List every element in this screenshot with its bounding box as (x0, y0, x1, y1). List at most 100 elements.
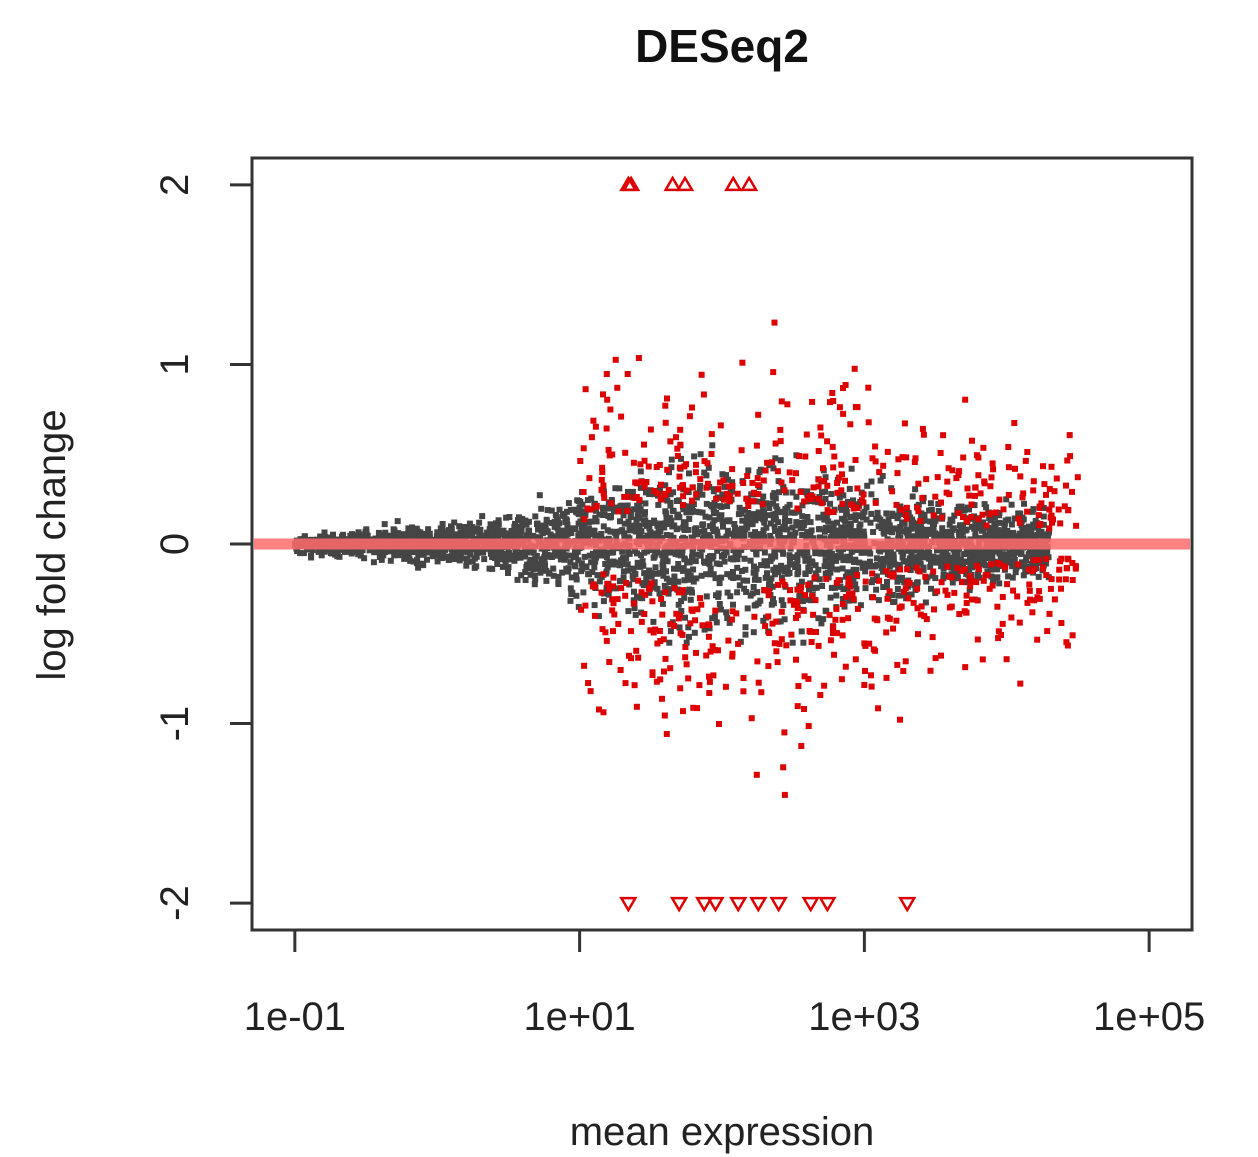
nonsig-point (904, 561, 911, 568)
sig-point (694, 606, 701, 613)
nonsig-point (620, 512, 627, 519)
nonsig-point (456, 549, 463, 556)
nonsig-point (617, 503, 624, 510)
sig-point (1031, 557, 1037, 564)
nonsig-point (735, 531, 742, 538)
nonsig-point (413, 525, 420, 532)
sig-point (771, 640, 778, 647)
nonsig-point (819, 583, 826, 589)
nonsig-point (879, 518, 886, 525)
nonsig-point (522, 517, 529, 524)
sig-point (783, 642, 790, 649)
nonsig-point (1027, 529, 1034, 536)
nonsig-point (1035, 549, 1042, 556)
sig-point (580, 445, 587, 452)
nonsig-point (624, 561, 631, 568)
nonsig-point (451, 556, 458, 562)
nonsig-point (867, 519, 874, 526)
nonsig-point (761, 519, 768, 526)
sig-point (999, 594, 1006, 600)
sig-point (980, 577, 987, 584)
nonsig-point (625, 549, 632, 556)
nonsig-point (616, 485, 623, 492)
nonsig-point (439, 521, 446, 527)
nonsig-point (972, 548, 979, 555)
sig-point (758, 689, 765, 696)
nonsig-point (505, 550, 512, 557)
nonsig-point (634, 559, 641, 566)
sig-point (633, 703, 640, 710)
sig-point (781, 791, 788, 798)
nonsig-point (387, 557, 394, 564)
nonsig-point (822, 488, 829, 495)
sig-point (838, 461, 845, 468)
nonsig-point (703, 571, 710, 578)
nonsig-point (920, 532, 926, 539)
sig-point (608, 500, 615, 507)
nonsig-point (954, 569, 961, 576)
nonsig-point (445, 557, 452, 563)
nonsig-point (769, 492, 776, 499)
nonsig-point (410, 558, 417, 565)
nonsig-point (401, 551, 408, 558)
nonsig-point (812, 570, 819, 577)
sig-point (1031, 597, 1038, 604)
nonsig-point (786, 561, 793, 568)
nonsig-point (315, 548, 322, 555)
nonsig-point (892, 561, 899, 568)
nonsig-point (662, 482, 669, 489)
sig-point (1039, 564, 1046, 571)
nonsig-point (667, 547, 674, 554)
nonsig-point (897, 528, 904, 535)
nonsig-point (963, 548, 970, 555)
sig-point (919, 495, 926, 502)
nonsig-point (466, 520, 473, 527)
nonsig-point (827, 569, 834, 576)
clipped-up-marker (621, 175, 641, 192)
nonsig-point (525, 518, 532, 525)
sig-point (673, 434, 679, 441)
nonsig-point (503, 514, 510, 521)
nonsig-point (626, 527, 633, 534)
sig-point (880, 462, 887, 469)
sig-point (897, 716, 903, 723)
nonsig-point (644, 548, 651, 555)
sig-point (930, 568, 937, 575)
nonsig-point (940, 555, 947, 562)
nonsig-point (557, 556, 564, 563)
sig-point (787, 597, 794, 604)
nonsig-point (757, 597, 764, 604)
nonsig-point (703, 500, 710, 507)
sig-point (960, 454, 967, 461)
nonsig-point (575, 520, 582, 527)
sig-point (590, 417, 597, 424)
nonsig-point (686, 559, 693, 566)
sig-point (876, 577, 882, 584)
nonsig-point (955, 503, 962, 510)
sig-point (793, 615, 799, 621)
sig-point (585, 680, 592, 686)
nonsig-point (820, 616, 827, 623)
sig-point (1014, 561, 1021, 568)
nonsig-point (856, 547, 863, 553)
nonsig-point (930, 524, 937, 530)
sig-point (898, 506, 905, 513)
nonsig-point (686, 633, 692, 640)
nonsig-point (719, 518, 726, 525)
nonsig-point (827, 594, 834, 601)
nonsig-point (671, 573, 678, 580)
sig-point (662, 419, 669, 426)
nonsig-point (771, 523, 778, 530)
sig-point (693, 461, 699, 468)
sig-point (753, 771, 760, 778)
sig-point (700, 391, 707, 398)
nonsig-point (916, 531, 923, 538)
nonsig-point (522, 577, 529, 583)
nonsig-point (594, 572, 601, 579)
sig-point (793, 656, 799, 663)
nonsig-point (781, 568, 788, 575)
nonsig-point (511, 555, 518, 562)
nonsig-point (877, 477, 884, 484)
nonsig-point (699, 491, 706, 498)
sig-point (591, 612, 598, 619)
